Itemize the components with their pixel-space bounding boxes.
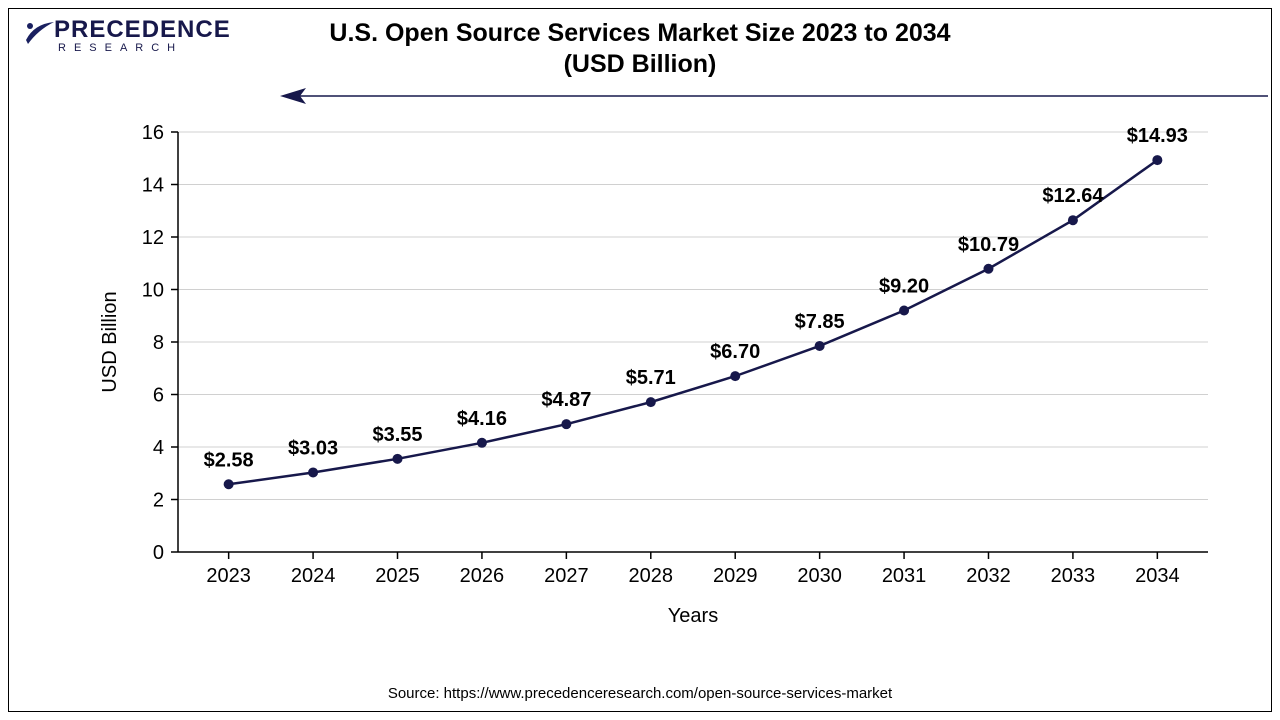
x-tick-label: 2026 — [460, 565, 505, 587]
y-tick-label: 16 — [142, 122, 164, 144]
data-marker — [899, 306, 909, 316]
data-marker — [224, 479, 234, 489]
title-line1: U.S. Open Source Services Market Size 20… — [0, 18, 1280, 49]
x-tick-label: 2028 — [629, 565, 674, 587]
data-marker — [561, 419, 571, 429]
data-label: $5.71 — [626, 367, 676, 389]
data-marker — [1152, 155, 1162, 165]
chart-title: U.S. Open Source Services Market Size 20… — [0, 18, 1280, 81]
title-line2: (USD Billion) — [0, 49, 1280, 80]
data-marker — [730, 371, 740, 381]
data-label: $2.58 — [204, 449, 254, 471]
y-tick-label: 14 — [142, 175, 164, 197]
data-marker — [646, 397, 656, 407]
data-marker — [1068, 215, 1078, 225]
data-label: $14.93 — [1127, 125, 1188, 147]
data-marker — [477, 438, 487, 448]
data-line — [229, 160, 1158, 484]
decorative-arrow-icon — [280, 86, 1268, 106]
data-label: $4.16 — [457, 408, 507, 430]
x-tick-label: 2030 — [797, 565, 842, 587]
data-label: $10.79 — [958, 234, 1019, 256]
y-tick-label: 4 — [153, 437, 164, 459]
y-tick-label: 2 — [153, 490, 164, 512]
x-tick-label: 2023 — [206, 565, 251, 587]
x-tick-label: 2031 — [882, 565, 927, 587]
x-axis-title: Years — [668, 605, 718, 627]
data-label: $3.03 — [288, 437, 338, 459]
y-tick-label: 12 — [142, 227, 164, 249]
y-tick-label: 6 — [153, 385, 164, 407]
data-label: $12.64 — [1042, 185, 1104, 207]
data-label: $9.20 — [879, 276, 929, 298]
x-tick-label: 2032 — [966, 565, 1011, 587]
y-axis-title: USD Billion — [99, 291, 121, 392]
data-label: $6.70 — [710, 341, 760, 363]
x-tick-label: 2025 — [375, 565, 420, 587]
data-marker — [815, 341, 825, 351]
chart-area: 0 2 4 6 8 10 12 14 16 2023 2024 2025 2026 2027 2028 202… — [88, 112, 1248, 642]
data-label: $4.87 — [541, 389, 591, 411]
line-chart: 0 2 4 6 8 10 12 14 16 2023 2024 2025 2026 2027 2028 202… — [88, 112, 1248, 642]
y-tick-label: 8 — [153, 332, 164, 354]
source-citation: Source: https://www.precedenceresearch.c… — [0, 685, 1280, 702]
y-tick-label: 10 — [142, 280, 164, 302]
x-tick-label: 2033 — [1051, 565, 1096, 587]
x-tick-label: 2024 — [291, 565, 336, 587]
x-tick-label: 2034 — [1135, 565, 1180, 587]
y-tick-label: 0 — [153, 542, 164, 564]
x-tick-label: 2029 — [713, 565, 758, 587]
x-tick-label: 2027 — [544, 565, 589, 587]
data-label: $3.55 — [372, 424, 422, 446]
data-marker — [308, 467, 318, 477]
data-marker — [983, 264, 993, 274]
data-marker — [393, 454, 403, 464]
data-label: $7.85 — [795, 311, 845, 333]
